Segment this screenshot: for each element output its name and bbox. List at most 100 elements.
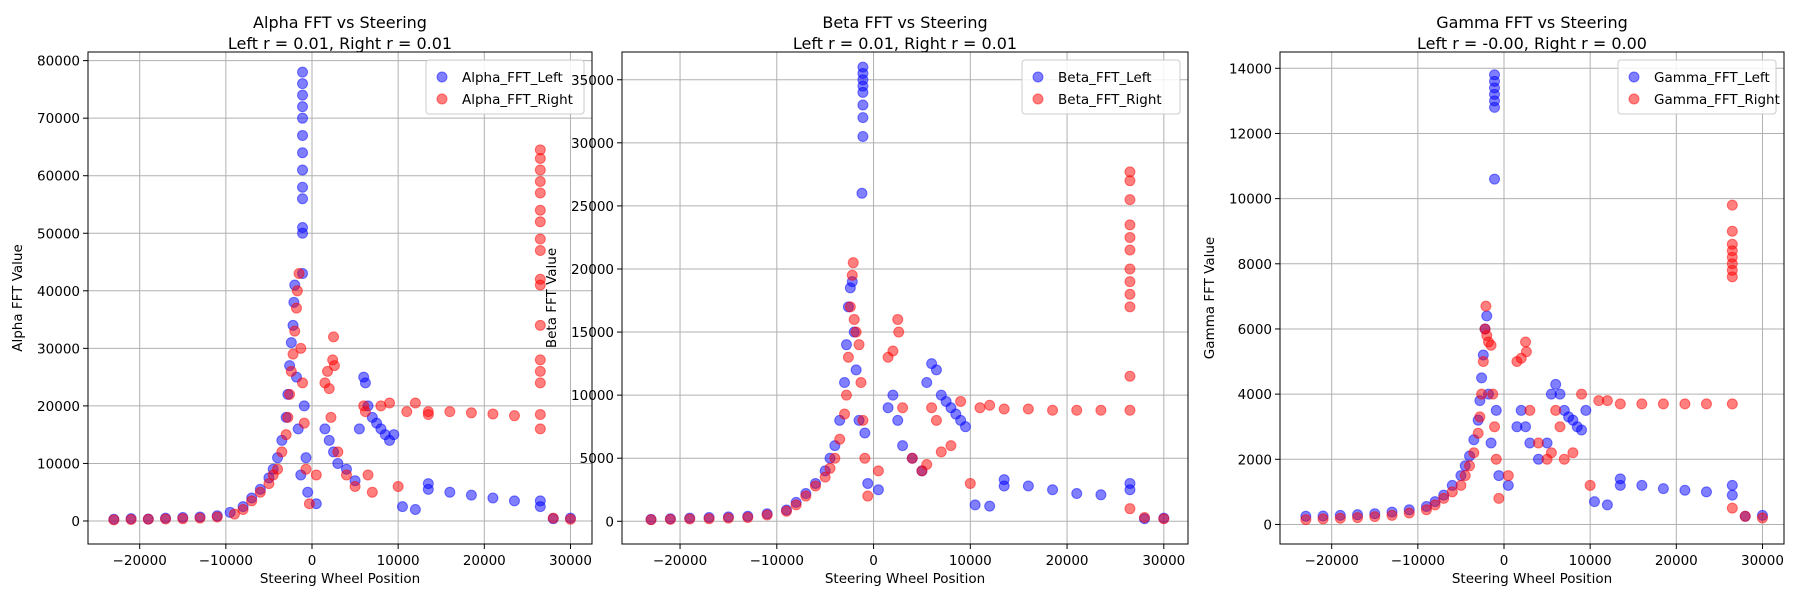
chart-subtitle: Left r = 0.01, Right r = 0.01 <box>793 34 1017 53</box>
legend-label: Gamma_FFT_Right <box>1654 92 1780 108</box>
data-point-right <box>1726 225 1738 237</box>
y-tick-label: 10000 <box>37 456 80 472</box>
data-point-right <box>892 313 904 325</box>
legend-marker-right <box>436 93 448 105</box>
data-point-left <box>444 486 456 498</box>
data-point-right <box>853 339 865 351</box>
data-point-right <box>280 429 292 441</box>
data-point-left <box>862 477 874 489</box>
data-point-right <box>1576 388 1588 400</box>
data-point-right <box>285 365 297 377</box>
y-tick-label: 14000 <box>1229 61 1272 77</box>
data-point-left <box>1700 486 1712 498</box>
data-point-right <box>1679 398 1691 410</box>
data-point-left <box>969 499 981 511</box>
data-point-left <box>857 112 869 124</box>
data-point-left <box>409 503 421 515</box>
data-point-right <box>237 503 249 515</box>
data-point-right <box>1657 398 1669 410</box>
data-point-right <box>1429 499 1441 511</box>
y-axis-label: Beta FFT Value <box>544 248 560 348</box>
data-point-left <box>840 339 852 351</box>
data-point-left <box>1726 479 1738 491</box>
y-tick-label: 5000 <box>580 451 614 467</box>
data-point-left <box>856 187 868 199</box>
data-point-right <box>857 414 869 426</box>
data-point-right <box>1071 404 1083 416</box>
data-point-right <box>855 377 867 389</box>
data-point-right <box>780 505 792 517</box>
data-point-right <box>1474 411 1486 423</box>
data-point-right <box>1700 398 1712 410</box>
data-point-right <box>984 399 996 411</box>
data-point-right <box>300 463 312 475</box>
y-tick-label: 2000 <box>1238 452 1272 468</box>
data-point-right <box>761 509 773 521</box>
data-point-right <box>392 480 404 492</box>
y-tick-label: 35000 <box>571 73 614 89</box>
legend: Alpha_FFT_Left Alpha_FFT_Right <box>425 59 585 115</box>
data-point-right <box>1502 470 1514 482</box>
data-point-right <box>1300 514 1312 526</box>
chart-subtitle: Left r = -0.00, Right r = 0.00 <box>1417 34 1647 53</box>
x-tick-label: −10000 <box>199 553 253 569</box>
data-point-right <box>1095 404 1107 416</box>
data-point-right <box>722 512 734 524</box>
data-point-right <box>177 513 189 525</box>
x-tick-label: −20000 <box>113 553 167 569</box>
data-point-left <box>1489 173 1501 185</box>
data-point-right <box>1468 447 1480 459</box>
data-point-left <box>297 89 309 101</box>
data-point-right <box>840 389 852 401</box>
data-point-left <box>1601 499 1613 511</box>
data-point-right <box>1047 404 1059 416</box>
chart-2: −20000 −10000 0 10000 20000 30000 0 5000 10000 15… <box>544 13 1189 587</box>
data-point-right <box>534 273 546 285</box>
data-point-right <box>921 459 933 471</box>
data-point-right <box>142 513 154 525</box>
data-point-right <box>1550 404 1562 416</box>
x-tick-label: 20000 <box>1046 553 1089 569</box>
data-point-right <box>534 164 546 176</box>
data-point-right <box>295 342 307 354</box>
data-point-left <box>388 429 400 441</box>
data-point-right <box>848 313 860 325</box>
data-point-left <box>297 227 309 239</box>
x-tick-label: 0 <box>869 553 878 569</box>
data-point-left <box>487 492 499 504</box>
data-point-left <box>1490 404 1502 416</box>
data-point-left <box>297 147 309 159</box>
data-point-left <box>297 78 309 90</box>
data-point-right <box>819 471 831 483</box>
data-point-right <box>291 285 303 297</box>
y-tick-label: 0 <box>71 514 80 530</box>
data-point-right <box>1438 492 1450 504</box>
data-point-right <box>1614 398 1626 410</box>
data-point-right <box>834 433 846 445</box>
data-point-right <box>872 465 884 477</box>
data-point-right <box>964 477 976 489</box>
axes-frame <box>87 51 593 545</box>
x-tick-label: 30000 <box>1142 553 1185 569</box>
data-point-left <box>297 129 309 141</box>
y-axis-label: Alpha FFT Value <box>10 244 26 352</box>
legend-box <box>1617 59 1777 115</box>
data-point-right <box>1386 509 1398 521</box>
data-point-left <box>959 421 971 433</box>
data-point-right <box>1124 288 1136 300</box>
data-point-right <box>1352 512 1364 524</box>
y-tick-label: 40000 <box>37 284 80 300</box>
data-point-right <box>1520 346 1532 358</box>
y-tick-label: 25000 <box>571 199 614 215</box>
data-point-right <box>1158 513 1170 525</box>
data-point-right <box>1124 404 1136 416</box>
data-point-right <box>1520 336 1532 348</box>
data-point-right <box>684 513 696 525</box>
data-point-right <box>926 402 938 414</box>
data-point-left <box>1071 488 1083 500</box>
data-point-right <box>1739 510 1751 522</box>
x-tick-label: −10000 <box>1391 553 1445 569</box>
data-point-right <box>303 498 315 510</box>
data-point-right <box>534 233 546 245</box>
